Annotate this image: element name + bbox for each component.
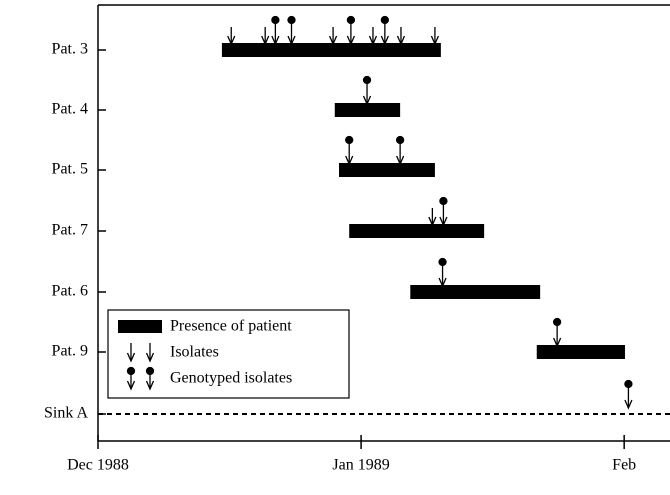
presence-bar — [349, 224, 485, 238]
isolate — [227, 27, 236, 46]
y-tick-label: Pat. 6 — [52, 283, 88, 300]
genotyped-isolate — [395, 135, 405, 166]
genotyped-isolate — [346, 15, 356, 46]
x-tick-label: Jan 1989 — [332, 457, 389, 474]
genotyped-isolate — [438, 257, 447, 288]
isolate — [430, 27, 440, 46]
genotyped-isolate — [624, 379, 633, 410]
y-tick-label: Pat. 7 — [52, 222, 88, 239]
legend-genotyped-swatch — [126, 366, 155, 391]
isolate — [261, 27, 270, 46]
genotyped-isolate — [552, 317, 562, 348]
genotyped-isolate — [362, 75, 372, 106]
genotyped-isolate — [345, 135, 354, 166]
isolate — [328, 27, 338, 46]
legend-bar-swatch — [118, 320, 162, 333]
legend-arrow-swatch — [126, 343, 155, 363]
legend: Presence of patient Isolates Genotyped i… — [107, 309, 350, 399]
x-tick-label: Feb — [612, 457, 636, 474]
legend-label: Isolates — [170, 344, 219, 361]
isolate — [368, 27, 378, 46]
y-tick-label: Pat. 3 — [52, 41, 88, 58]
y-tick-label: Pat. 5 — [52, 161, 88, 178]
isolate — [396, 27, 406, 46]
legend-label: Presence of patient — [170, 318, 292, 335]
legend-label: Genotyped isolates — [170, 370, 292, 387]
isolate — [428, 208, 437, 227]
y-tick-label: Pat. 4 — [52, 101, 88, 118]
genotyped-isolate — [439, 196, 448, 227]
presence-bar — [536, 345, 626, 359]
presence-bar — [410, 285, 541, 299]
presence-bar — [221, 43, 441, 57]
x-tick-label: Dec 1988 — [67, 457, 129, 474]
genotyped-isolate — [287, 15, 296, 46]
y-tick-label: Pat. 9 — [52, 343, 88, 360]
genotyped-isolate — [271, 15, 280, 46]
presence-bar — [339, 163, 435, 177]
y-tick-label: Sink A — [44, 405, 88, 422]
genotyped-isolate — [380, 15, 389, 46]
presence-bar — [334, 103, 401, 117]
